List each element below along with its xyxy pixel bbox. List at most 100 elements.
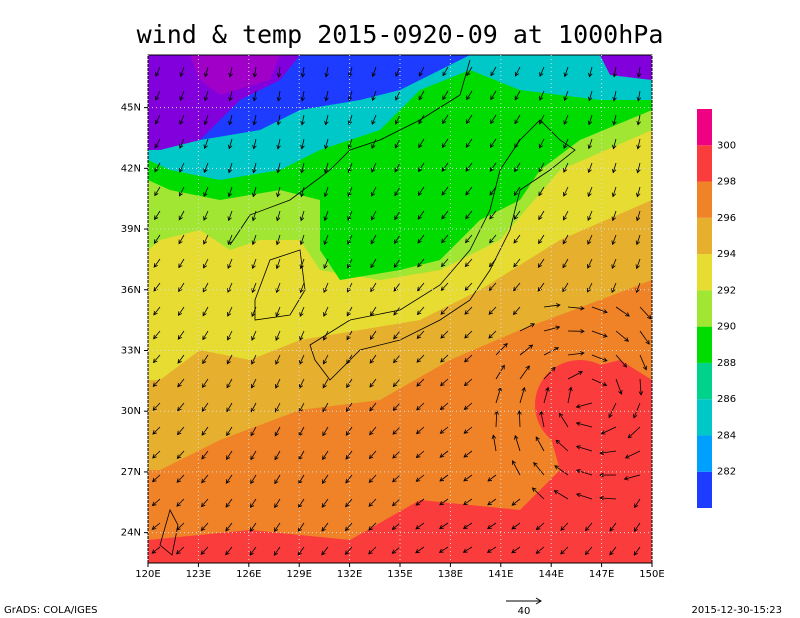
wind-vector	[639, 330, 650, 345]
wind-vector	[151, 546, 161, 554]
wind-vector	[514, 66, 521, 77]
wind-vector	[371, 186, 377, 197]
wind-vector	[176, 546, 185, 555]
wind-vector	[441, 210, 449, 220]
colorbar-segment	[697, 362, 712, 400]
wind-vector	[394, 114, 401, 125]
y-tick-label: 36N	[121, 285, 141, 296]
wind-vector	[345, 498, 353, 508]
wind-vector	[543, 386, 550, 404]
wind-vector	[512, 460, 521, 476]
wind-vector	[486, 546, 497, 553]
wind-vector	[394, 210, 401, 221]
wind-vector	[562, 234, 569, 245]
wind-vector	[152, 354, 161, 364]
wind-vector	[465, 186, 473, 196]
x-tick-label: 135E	[387, 569, 412, 580]
wind-vector	[250, 378, 257, 389]
wind-vector	[297, 546, 305, 556]
wind-vector	[275, 330, 281, 341]
wind-vector	[555, 439, 569, 452]
wind-vector	[615, 306, 630, 317]
wind-vector	[392, 378, 401, 388]
wind-vector	[489, 210, 497, 220]
wind-vector	[562, 210, 569, 221]
x-tick-label: 150E	[639, 569, 664, 580]
wind-vector	[250, 402, 257, 413]
wind-vector	[636, 66, 642, 78]
wind-vector	[563, 114, 569, 126]
wind-vector	[439, 450, 449, 458]
x-tick-label: 132E	[337, 569, 362, 580]
wind-vector	[203, 186, 209, 197]
wind-vector	[153, 306, 161, 316]
wind-vector	[514, 90, 521, 101]
wind-vector	[442, 90, 449, 101]
wind-vector	[153, 330, 161, 340]
wind-vector	[251, 258, 257, 270]
wind-vector	[511, 522, 521, 530]
wind-vector	[609, 546, 617, 556]
wind-vector	[636, 114, 641, 126]
wind-vector	[275, 306, 281, 318]
wind-vector	[462, 522, 473, 529]
wind-vector	[519, 386, 526, 404]
wind-vector	[152, 402, 161, 411]
wind-vector	[251, 234, 257, 246]
wind-vector	[275, 354, 281, 365]
wind-vector	[394, 162, 401, 173]
colorbar-segment	[697, 254, 712, 291]
wind-vector	[200, 522, 209, 532]
wind-vector	[322, 378, 329, 389]
wind-vector	[300, 114, 305, 126]
wind-vector	[563, 138, 569, 149]
wind-vector	[636, 138, 641, 150]
wind-vector	[251, 354, 257, 365]
wind-vector	[442, 114, 449, 125]
wind-vector	[441, 234, 449, 244]
wind-vector	[324, 90, 329, 102]
wind-vector	[538, 138, 545, 149]
wind-vectors	[151, 66, 652, 556]
wind-vector	[466, 66, 473, 77]
wind-vector	[519, 365, 530, 380]
wind-vector	[177, 306, 185, 316]
wind-vector	[599, 495, 617, 501]
wind-vector	[321, 546, 329, 556]
wind-vector	[393, 306, 401, 316]
wind-vector	[495, 364, 505, 380]
wind-vector	[635, 258, 641, 270]
wind-vector	[634, 498, 641, 509]
wind-vector	[489, 162, 497, 172]
wind-vector	[154, 186, 161, 197]
wind-vector	[391, 498, 401, 507]
wind-vector	[538, 234, 545, 245]
wind-vector	[611, 258, 617, 270]
wind-vector	[611, 210, 617, 222]
wind-vector	[462, 546, 473, 553]
wind-vector	[635, 210, 641, 222]
x-tick-label: 120E	[135, 569, 160, 580]
y-tick-label: 24N	[121, 528, 141, 539]
wind-vector	[324, 114, 329, 126]
wind-vector	[535, 436, 545, 452]
wind-vector	[228, 90, 233, 102]
wind-vector	[227, 282, 233, 293]
wind-vector	[155, 66, 161, 77]
wind-vector	[299, 354, 305, 365]
colorbar-label: 284	[717, 430, 736, 441]
wind-vector	[439, 522, 449, 530]
wind-vector	[203, 66, 209, 78]
wind-vector	[538, 210, 545, 221]
wind-vector	[463, 426, 473, 434]
wind-vector	[370, 306, 377, 317]
wind-vector	[514, 434, 521, 452]
wind-vector	[152, 450, 161, 459]
wind-vector	[276, 138, 281, 150]
wind-vector	[153, 258, 161, 268]
wind-vector	[638, 378, 644, 396]
wind-vector	[538, 186, 545, 197]
wind-vector	[323, 258, 329, 270]
wind-vector	[321, 474, 329, 484]
wind-vector	[228, 66, 233, 78]
